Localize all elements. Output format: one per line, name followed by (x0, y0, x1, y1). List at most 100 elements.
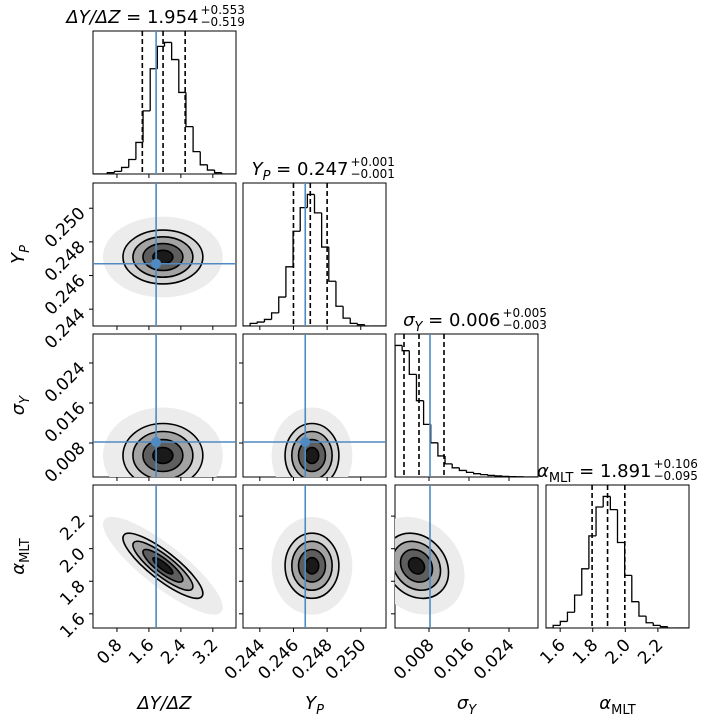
hist-step (559, 620, 568, 626)
hist-step (465, 470, 474, 474)
hist-step (401, 345, 410, 352)
truth-point (300, 437, 311, 447)
hist-step (149, 68, 158, 111)
x-axis-label: YP (305, 693, 324, 718)
symbol: α (8, 563, 29, 575)
title-value: = 1.891 (573, 461, 651, 482)
title-upper: +0.106 (654, 457, 698, 471)
title-lower: −0.519 (201, 15, 245, 29)
hist-step (349, 318, 358, 325)
panel-frame (545, 484, 690, 629)
hist-step (106, 172, 115, 174)
hist-step (192, 126, 201, 153)
x-tick-label: 0.8 (93, 635, 126, 668)
hist-step (171, 42, 179, 61)
symbol: α (599, 693, 611, 714)
hist-step (631, 575, 639, 603)
hist-step (213, 170, 222, 174)
hist-step (363, 324, 372, 326)
hist-step (263, 318, 272, 323)
pair-panel (243, 334, 386, 477)
subscript: P (316, 703, 324, 718)
x-tick-label: 2.4 (157, 635, 190, 668)
y-tick-label: 0.024 (41, 358, 90, 407)
symbol: σ (8, 403, 29, 415)
x-tick-label: 1.8 (569, 635, 602, 668)
density-contour (304, 556, 320, 575)
hist-step (163, 41, 172, 47)
panel-title: YP = 0.247 (252, 159, 349, 184)
density-contour (304, 446, 320, 465)
hist-step (249, 322, 258, 326)
x-tick-label: 0.008 (390, 635, 439, 684)
hist-step (422, 400, 431, 426)
y-axis-label: σY (8, 395, 33, 415)
x-tick-label: 1.6 (125, 635, 158, 668)
x-axis-label: σY (457, 693, 477, 718)
y-tick-label: 2.2 (56, 512, 89, 545)
symbol: ΔY/ΔZ (135, 693, 192, 714)
hist-step (128, 158, 136, 168)
x-tick-label: 0.016 (430, 635, 479, 684)
x-axis-label: αMLT (599, 693, 636, 718)
hist-step (566, 611, 575, 622)
histogram (395, 334, 538, 477)
hist-step (306, 193, 315, 208)
panel-title: αMLT = 1.891 (537, 461, 652, 486)
hist-step (113, 170, 122, 173)
panel-title: ΔY/ΔZ = 1.954 (64, 7, 198, 28)
density-contour (407, 556, 426, 575)
hist-step (199, 151, 208, 166)
pair-panel (102, 485, 223, 628)
hist-step (221, 172, 229, 174)
hist-step (415, 374, 424, 402)
hist-step (437, 442, 446, 457)
hist-step (581, 568, 589, 596)
hist-step (444, 455, 453, 465)
panel-title: σY = 0.006 (403, 310, 500, 335)
truth-point (151, 258, 162, 269)
hist-step (285, 266, 294, 298)
y-tick-label: 0.016 (41, 398, 90, 447)
x-tick-label: 0.024 (470, 635, 519, 684)
hist-step (135, 141, 144, 160)
density-contour (152, 556, 174, 575)
hist-step (335, 281, 344, 307)
title-value: = 0.247 (270, 159, 348, 180)
hist-step (395, 344, 403, 477)
hist-step (278, 296, 286, 313)
x-tick-label: 2.2 (634, 635, 667, 668)
y-tick-label: 1.6 (56, 609, 89, 642)
subscript: Y (18, 395, 33, 404)
title-upper: +0.553 (201, 3, 245, 17)
hist-step (178, 59, 186, 94)
y-axis-label: YP (8, 245, 33, 264)
pair-panel (93, 183, 236, 326)
subscript: MLT (611, 703, 636, 718)
x-axis-label: ΔY/ΔZ (135, 693, 192, 714)
hist-step (616, 509, 625, 544)
hist-step (342, 306, 351, 319)
subscript: Y (468, 703, 477, 718)
pair-panel (93, 334, 236, 477)
x-tick-label: 3.2 (189, 635, 222, 668)
hist-step (652, 622, 661, 627)
density-contour (152, 446, 174, 465)
x-tick-label: 2.0 (602, 635, 635, 668)
symbol: Y (8, 251, 29, 264)
hist-step (156, 45, 165, 69)
hist-step (659, 625, 668, 628)
title-subscript: P (263, 169, 271, 184)
hist-step (573, 594, 582, 613)
title-symbol: Y (252, 159, 265, 180)
title-lower: −0.095 (654, 469, 698, 483)
hist-step (645, 616, 654, 624)
hist-step (313, 194, 322, 214)
title-subscript: MLT (549, 471, 574, 486)
subscript: MLT (18, 538, 33, 563)
hist-step (328, 247, 336, 282)
histogram (243, 183, 386, 326)
panel-frame (92, 30, 237, 175)
title-lower: −0.001 (351, 167, 395, 181)
